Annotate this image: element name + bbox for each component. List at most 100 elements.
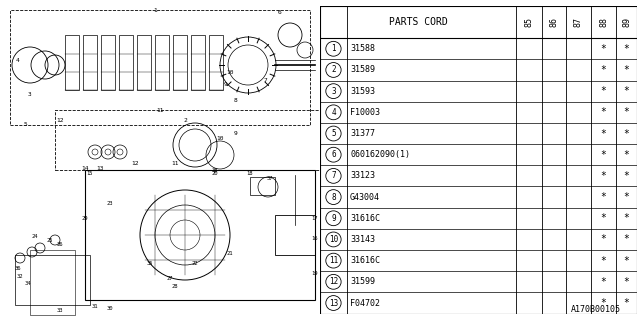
Text: 2: 2	[331, 66, 336, 75]
Text: *: *	[623, 129, 630, 139]
Text: *: *	[600, 107, 607, 117]
Bar	[85, 170, 315, 300]
Text: 19: 19	[312, 271, 318, 276]
Bar	[137, 35, 151, 90]
Text: 31588: 31588	[350, 44, 375, 53]
Bar	[275, 215, 315, 255]
Text: 87: 87	[573, 17, 582, 27]
Text: 13: 13	[329, 299, 338, 308]
Bar	[119, 35, 133, 90]
Bar	[209, 35, 223, 90]
Text: *: *	[600, 192, 607, 202]
Text: 6: 6	[331, 150, 336, 159]
Text: 2: 2	[183, 117, 187, 123]
Text: 23: 23	[107, 201, 113, 206]
Text: 12: 12	[56, 117, 64, 123]
Text: 12: 12	[329, 277, 338, 286]
Text: 18: 18	[247, 171, 253, 176]
Text: 24: 24	[32, 234, 38, 239]
Text: 1: 1	[153, 7, 157, 12]
Text: 38: 38	[212, 168, 218, 173]
Text: 31593: 31593	[350, 87, 375, 96]
Text: *: *	[600, 213, 607, 223]
Text: 060162090(1): 060162090(1)	[350, 150, 410, 159]
Text: 33143: 33143	[350, 235, 375, 244]
Text: 35: 35	[147, 261, 153, 266]
Text: 8: 8	[233, 98, 237, 102]
Bar	[101, 35, 115, 90]
Text: 30: 30	[107, 306, 113, 311]
Bar	[250, 177, 275, 195]
Text: *: *	[623, 65, 630, 75]
Text: 9: 9	[331, 214, 336, 223]
Text: 31616C: 31616C	[350, 214, 380, 223]
Text: *: *	[600, 277, 607, 287]
Text: 9: 9	[233, 131, 237, 136]
Text: *: *	[600, 298, 607, 308]
Text: 88: 88	[599, 17, 608, 27]
Text: *: *	[623, 213, 630, 223]
Text: 4: 4	[331, 108, 336, 117]
Text: 10: 10	[329, 235, 338, 244]
Text: A170B00105: A170B00105	[571, 305, 621, 314]
Text: 27: 27	[167, 276, 173, 281]
Text: 11: 11	[329, 256, 338, 265]
Text: *: *	[600, 65, 607, 75]
Text: 85: 85	[525, 17, 534, 27]
Text: 31: 31	[92, 304, 99, 309]
Text: *: *	[600, 86, 607, 96]
Text: *: *	[600, 235, 607, 244]
Bar	[173, 35, 187, 90]
Bar	[191, 35, 205, 90]
Text: 26: 26	[57, 242, 63, 247]
Text: 34: 34	[25, 281, 31, 286]
Text: *: *	[623, 277, 630, 287]
Text: 86: 86	[549, 17, 558, 27]
Text: 5: 5	[331, 129, 336, 138]
Text: 3: 3	[331, 87, 336, 96]
Bar	[83, 35, 97, 90]
Text: *: *	[623, 298, 630, 308]
Text: 28: 28	[172, 284, 179, 289]
Text: 3: 3	[28, 92, 32, 98]
Text: 13: 13	[96, 166, 104, 171]
Text: *: *	[623, 171, 630, 181]
Text: 33: 33	[57, 308, 63, 313]
Bar	[155, 35, 169, 90]
Text: *: *	[600, 171, 607, 181]
Text: 31616C: 31616C	[350, 256, 380, 265]
Text: 16: 16	[312, 236, 318, 241]
Bar	[55, 110, 320, 170]
Text: 25: 25	[47, 238, 53, 243]
Text: PARTS CORD: PARTS CORD	[389, 17, 447, 27]
Text: 31589: 31589	[350, 66, 375, 75]
Text: *: *	[623, 192, 630, 202]
Text: 32: 32	[17, 274, 23, 279]
Text: 22: 22	[192, 261, 198, 266]
Text: 8: 8	[331, 193, 336, 202]
Text: *: *	[600, 44, 607, 54]
Text: 37: 37	[267, 176, 273, 181]
Text: 29: 29	[82, 216, 88, 221]
Text: 10: 10	[216, 136, 224, 141]
Text: 17: 17	[312, 216, 318, 221]
Text: *: *	[623, 256, 630, 266]
Text: *: *	[623, 107, 630, 117]
Text: *: *	[600, 129, 607, 139]
Text: 15: 15	[87, 171, 93, 176]
Text: *: *	[600, 150, 607, 160]
Text: G43004: G43004	[350, 193, 380, 202]
Text: *: *	[623, 44, 630, 54]
Text: 5: 5	[23, 123, 27, 127]
Text: 1: 1	[331, 44, 336, 53]
Text: 12: 12	[131, 161, 139, 166]
Text: F04702: F04702	[350, 299, 380, 308]
Text: *: *	[623, 235, 630, 244]
Text: 33123: 33123	[350, 172, 375, 180]
Text: 4: 4	[16, 58, 20, 62]
Bar	[10, 10, 310, 125]
Text: 7: 7	[263, 77, 267, 83]
Text: 36: 36	[15, 266, 21, 271]
Text: 21: 21	[227, 251, 233, 256]
Text: 9: 9	[223, 83, 227, 87]
